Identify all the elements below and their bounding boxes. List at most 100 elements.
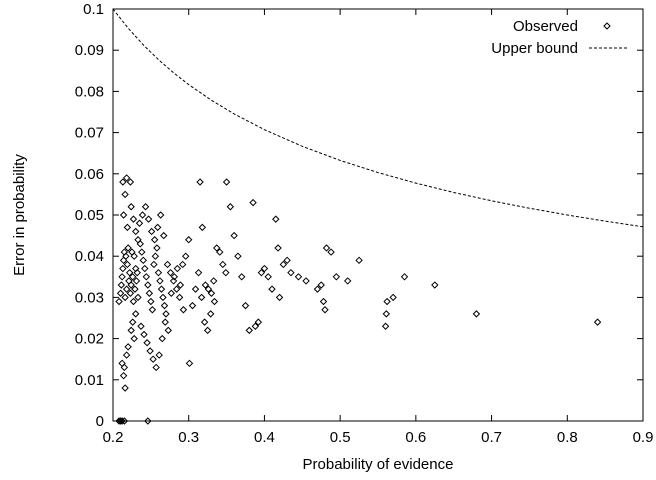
observed-point (194, 268, 203, 277)
legend-label-upper-bound: Upper bound (491, 40, 578, 57)
observed-point (302, 277, 310, 285)
observed-point (135, 219, 144, 227)
observed-point (163, 260, 172, 269)
observed-point (185, 236, 193, 244)
y-tick-label: 0.03 (75, 289, 104, 306)
y-tick-label: 0.1 (83, 1, 104, 18)
observed-point (254, 318, 263, 326)
observed-point (127, 203, 135, 211)
observed-point (161, 318, 169, 326)
observed-point (203, 326, 212, 335)
observed-point (132, 310, 140, 318)
observed-point (122, 285, 131, 293)
observed-point (145, 289, 154, 297)
axis-ticks: 0 0.01 0.02 0.03 0.04 0.05 0.06 0.07 0.08 0.09 0.1… (75, 1, 654, 446)
x-tick-label: 0.3 (178, 429, 199, 446)
observed-point (119, 178, 127, 186)
observed-point (317, 281, 325, 289)
observed-point (121, 190, 129, 199)
y-tick-label: 0.01 (75, 372, 104, 389)
observed-point (156, 277, 164, 285)
observed-point (126, 289, 135, 297)
observed-point (137, 322, 145, 330)
observed-point (169, 277, 178, 285)
observed-point (196, 178, 204, 186)
observed-point (185, 359, 194, 368)
observed-point (210, 297, 219, 306)
observed-point (400, 273, 409, 281)
observed-point (144, 417, 152, 425)
observed-point (128, 248, 136, 256)
observed-point (125, 277, 133, 285)
observed-point (147, 297, 155, 306)
observed-point (128, 273, 137, 281)
observed-point (119, 264, 127, 273)
observed-point (216, 248, 224, 256)
y-tick-label: 0.08 (75, 83, 104, 100)
y-tick-label: 0 (96, 413, 104, 430)
legend: Observed Upper bound (491, 18, 628, 57)
observed-point (138, 211, 147, 219)
observed-point (207, 289, 216, 297)
observed-point (287, 268, 295, 277)
observed-point (234, 252, 242, 260)
observed-point (122, 351, 131, 359)
observed-point (142, 273, 151, 281)
observed-point (150, 260, 158, 269)
observed-point (127, 326, 135, 335)
observed-point (172, 285, 181, 293)
observed-point (138, 248, 146, 256)
y-tick-label: 0.02 (75, 331, 104, 348)
observed-point (160, 301, 169, 310)
y-tick-label: 0.07 (75, 125, 104, 142)
x-axis-label: Probability of evidence (303, 456, 454, 473)
observed-point (136, 240, 144, 248)
y-tick-label: 0.05 (75, 207, 104, 224)
observed-point (257, 268, 266, 277)
observed-point (120, 363, 129, 372)
observed-point (120, 417, 129, 425)
observed-point (124, 343, 132, 351)
observed-point (162, 310, 170, 318)
observed-point (154, 268, 163, 277)
observed-point (133, 268, 141, 277)
observed-point (283, 256, 291, 265)
observed-point (121, 384, 129, 392)
observed-point (200, 318, 209, 326)
observed-point (322, 244, 331, 252)
observed-point (355, 256, 363, 265)
x-tick-label: 0.9 (633, 429, 654, 446)
observed-point (130, 252, 138, 260)
observed-point (272, 215, 280, 223)
observed-point (274, 244, 282, 252)
x-tick-label: 0.6 (405, 429, 426, 446)
observed-point (132, 277, 141, 285)
observed-point (139, 256, 147, 265)
observed-point (140, 330, 148, 339)
observed-point (268, 285, 276, 293)
observed-point (209, 277, 218, 285)
observed-point (222, 178, 231, 186)
observed-point (159, 293, 167, 302)
legend-marker-observed (603, 22, 611, 30)
observed-point (119, 371, 128, 380)
observed-point (153, 244, 161, 252)
data-markers (115, 174, 602, 425)
observed-point (389, 293, 397, 302)
observed-point (125, 268, 134, 277)
observed-point (344, 277, 352, 285)
observed-point (226, 203, 235, 211)
observed-point (115, 417, 123, 425)
observed-point (160, 231, 168, 240)
y-tick-label: 0.04 (75, 248, 104, 265)
observed-point (166, 268, 175, 277)
y-tick-label: 0.06 (75, 166, 104, 183)
observed-point (204, 285, 213, 293)
observed-point (124, 244, 132, 252)
x-tick-label: 0.5 (330, 429, 351, 446)
observed-point (173, 264, 182, 273)
observed-point (123, 223, 132, 232)
observed-point (117, 281, 126, 289)
observed-point (222, 268, 230, 277)
